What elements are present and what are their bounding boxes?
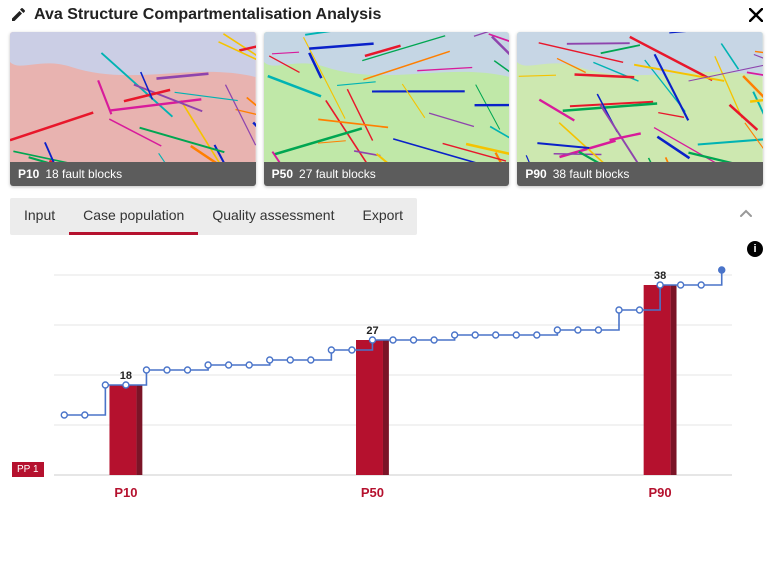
thumbnail-desc: 27 fault blocks <box>299 167 376 181</box>
pp-badge: PP 1 <box>12 462 44 477</box>
svg-text:38: 38 <box>654 270 666 282</box>
edit-icon[interactable] <box>10 7 26 23</box>
tab-bar: InputCase populationQuality assessmentEx… <box>10 198 417 235</box>
thumbnail-caption: P50 27 fault blocks <box>264 162 510 186</box>
thumbnail-caption: P10 18 fault blocks <box>10 162 256 186</box>
thumbnail-desc: 18 fault blocks <box>45 167 122 181</box>
tab-export[interactable]: Export <box>349 198 417 235</box>
page-title: Ava Structure Compartmentalisation Analy… <box>34 6 749 24</box>
info-icon[interactable]: i <box>747 241 763 257</box>
thumbnail-caption: P90 38 fault blocks <box>517 162 763 186</box>
thumbnail-pkey: P50 <box>272 167 293 181</box>
collapse-icon[interactable] <box>729 201 763 232</box>
tab-input[interactable]: Input <box>10 198 69 235</box>
svg-text:18: 18 <box>120 370 132 382</box>
thumbnail-pkey: P10 <box>18 167 39 181</box>
svg-text:P10: P10 <box>114 485 137 500</box>
thumbnail-desc: 38 fault blocks <box>553 167 630 181</box>
thumbnail-pkey: P90 <box>525 167 546 181</box>
thumbnail-p10[interactable]: P10 18 fault blocks <box>10 32 256 186</box>
close-icon[interactable] <box>749 8 763 22</box>
tab-case-population[interactable]: Case population <box>69 198 198 235</box>
svg-text:27: 27 <box>366 325 378 337</box>
svg-text:P50: P50 <box>361 485 384 500</box>
blocks-chart: 10203040Blocks (#)18P1027P5038P90 <box>48 245 738 505</box>
tab-quality-assessment[interactable]: Quality assessment <box>198 198 348 235</box>
thumbnail-p90[interactable]: P90 38 fault blocks <box>517 32 763 186</box>
thumbnail-p50[interactable]: P50 27 fault blocks <box>264 32 510 186</box>
svg-text:P90: P90 <box>649 485 672 500</box>
